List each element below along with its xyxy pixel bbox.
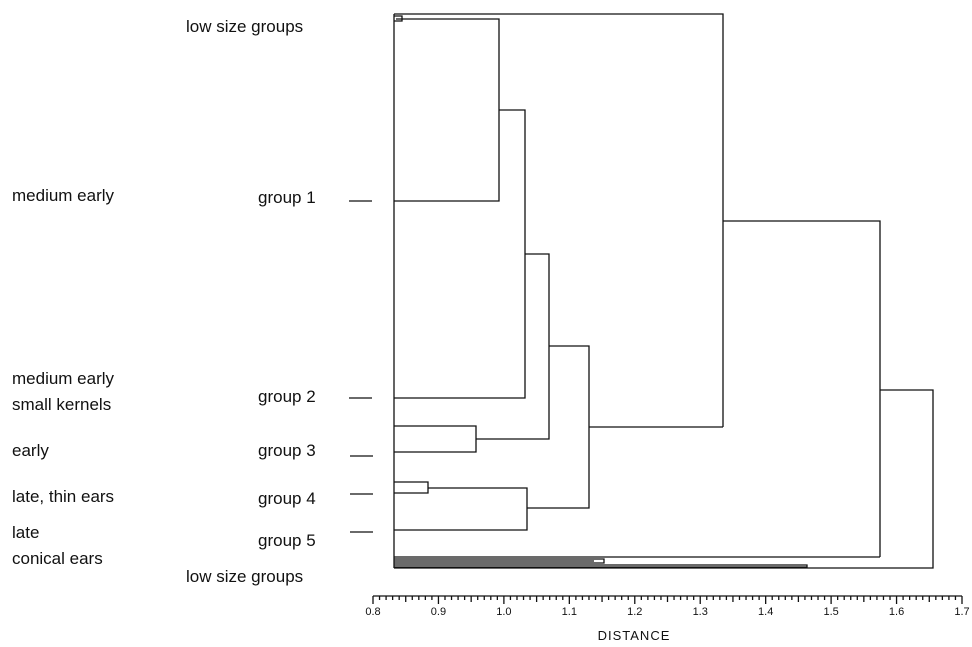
tick-label: 1.7	[954, 606, 969, 618]
label-low-size-top: low size groups	[186, 17, 304, 36]
root-cluster	[394, 389, 934, 569]
label-group-4: group 4	[258, 489, 316, 508]
distance-axis-title: DISTANCE	[598, 628, 671, 643]
tick-label: 1.2	[627, 606, 642, 618]
group-4-5-cluster	[394, 487, 528, 531]
label-medium-early-small-line1: medium early	[12, 369, 115, 388]
label-group-2: group 2	[258, 387, 316, 406]
label-early: early	[12, 441, 49, 460]
label-low-size-bottom: low size groups	[186, 567, 304, 586]
label-group-1: group 1	[258, 188, 316, 207]
low-size-box-a	[394, 558, 605, 564]
group-3-cluster	[394, 425, 477, 453]
label-late-conical-line2: conical ears	[12, 549, 103, 568]
tick-label: 0.8	[365, 606, 380, 618]
top-cluster-link	[394, 13, 724, 427]
group-1-5-cluster	[527, 345, 590, 509]
tick-label: 1.5	[823, 606, 838, 618]
tick-label: 1.6	[889, 606, 904, 618]
group-1-2-cluster	[394, 109, 526, 399]
label-medium-early-small-line2: small kernels	[12, 395, 112, 414]
label-late-thin-ears: late, thin ears	[12, 487, 115, 506]
tick-label: 1.3	[693, 606, 708, 618]
tick-label: 1.0	[496, 606, 511, 618]
main-cluster	[723, 220, 881, 557]
distance-axis-tick-labels: 0.8 0.9 1.0 1.1 1.2 1.3 1.4 1.5 1.6 1.7	[365, 606, 969, 618]
low-size-box-b	[394, 564, 808, 568]
distance-axis-ticks	[372, 596, 963, 604]
group-1-2-3-cluster	[476, 253, 550, 440]
label-late-conical-line1: late	[12, 523, 40, 542]
tick-label: 1.1	[562, 606, 577, 618]
tick-label: 1.4	[758, 606, 773, 618]
label-group-5: group 5	[258, 531, 316, 550]
label-medium-early: medium early	[12, 186, 115, 205]
label-group-3: group 3	[258, 441, 316, 460]
group-4-cluster	[394, 481, 429, 494]
tick-label: 0.9	[431, 606, 446, 618]
group-1-cluster	[394, 18, 500, 202]
